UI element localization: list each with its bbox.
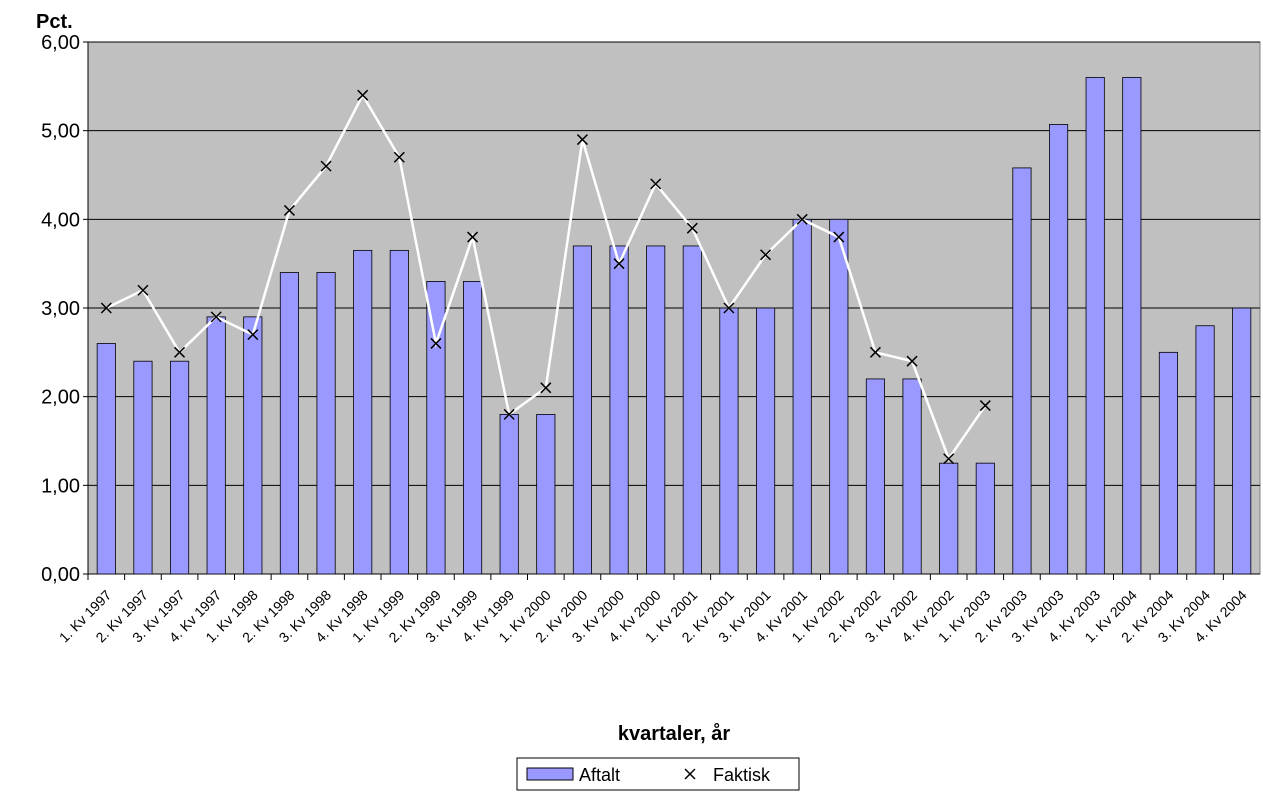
marker	[393, 151, 405, 163]
bar	[389, 249, 409, 575]
bar	[279, 272, 299, 575]
bar	[1195, 325, 1215, 575]
bar	[939, 462, 959, 575]
bar	[756, 307, 776, 575]
bar	[463, 280, 483, 575]
legend-swatch	[684, 768, 696, 780]
y-tick-label: 5,00	[41, 121, 80, 143]
marker	[979, 400, 991, 412]
marker	[906, 355, 918, 367]
legend-box	[516, 757, 800, 791]
bar	[1085, 77, 1105, 575]
marker	[576, 134, 588, 146]
y-tick-label: 0,00	[41, 564, 80, 586]
x-axis-title: kvartaler, år	[618, 722, 731, 745]
marker	[283, 204, 295, 216]
y-tick-label: 2,00	[41, 387, 80, 409]
bar	[792, 218, 812, 575]
marker	[247, 329, 259, 341]
bar	[609, 245, 629, 575]
marker	[210, 311, 222, 323]
bar	[243, 316, 263, 575]
bar	[499, 413, 519, 575]
marker	[540, 382, 552, 394]
marker	[467, 231, 479, 243]
y-axis-title: Pct.	[36, 11, 73, 33]
bar	[829, 218, 849, 575]
bar	[353, 249, 373, 575]
bar	[865, 378, 885, 575]
bar	[646, 245, 666, 575]
marker	[174, 346, 186, 358]
marker	[869, 346, 881, 358]
marker	[760, 249, 772, 261]
y-tick-label: 6,00	[41, 32, 80, 54]
bar	[572, 245, 592, 575]
bar	[975, 462, 995, 575]
bar	[426, 280, 446, 575]
bar	[206, 316, 226, 575]
bar	[902, 378, 922, 575]
legend-label: Aftalt	[579, 765, 620, 785]
bar	[133, 360, 153, 575]
y-tick-label: 3,00	[41, 298, 80, 320]
y-tick-label: 1,00	[41, 475, 80, 497]
marker	[320, 160, 332, 172]
bar	[96, 343, 116, 575]
marker	[613, 258, 625, 270]
marker	[723, 302, 735, 314]
legend-swatch	[526, 767, 574, 781]
marker	[357, 89, 369, 101]
bar	[316, 272, 336, 575]
marker	[430, 337, 442, 349]
marker	[100, 302, 112, 314]
bar	[1049, 124, 1069, 575]
bar	[536, 413, 556, 575]
marker	[137, 284, 149, 296]
marker	[503, 408, 515, 420]
marker	[686, 222, 698, 234]
bar	[682, 245, 702, 575]
bar	[1232, 307, 1252, 575]
marker	[833, 231, 845, 243]
bar	[1158, 351, 1178, 575]
legend-label: Faktisk	[713, 765, 771, 785]
y-tick-label: 4,00	[41, 209, 80, 231]
bar	[1012, 167, 1032, 575]
bar	[170, 360, 190, 575]
marker	[796, 213, 808, 225]
bar	[1122, 77, 1142, 575]
marker	[943, 453, 955, 465]
marker	[650, 178, 662, 190]
bar	[719, 307, 739, 575]
